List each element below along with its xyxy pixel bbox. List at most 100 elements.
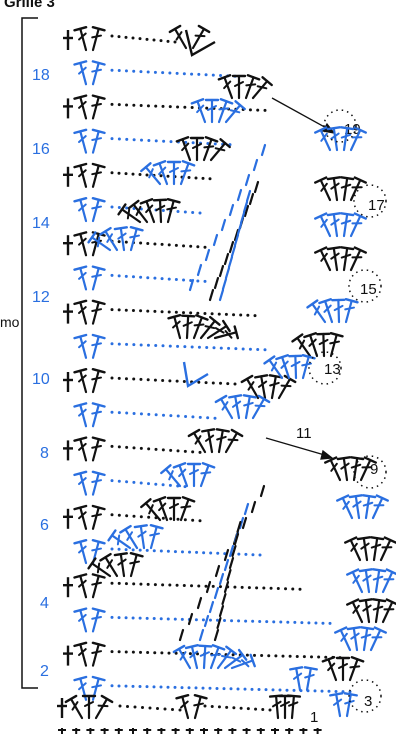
stitch-symbol xyxy=(340,176,355,202)
stitch-symbol xyxy=(91,402,106,428)
stitch-symbol xyxy=(73,333,88,359)
stitch-symbol xyxy=(316,332,331,358)
stitch-symbol xyxy=(343,692,358,718)
stitch-symbol xyxy=(64,694,84,720)
stitch-symbol xyxy=(224,100,246,124)
stitch-symbol xyxy=(336,494,354,520)
stitch-symbol xyxy=(91,128,106,154)
stitch-symbol xyxy=(73,60,88,86)
stitch-symbol xyxy=(326,212,341,238)
stitch-symbol xyxy=(268,374,283,400)
stitch-symbol xyxy=(91,162,106,188)
continuation-arrows xyxy=(265,97,336,460)
row-number-9: 9 xyxy=(370,461,378,478)
stitch-symbol xyxy=(314,126,332,152)
stitch-symbol xyxy=(242,394,257,420)
stitch-symbol xyxy=(180,314,196,340)
stitch-symbol xyxy=(91,573,106,599)
stitch-symbols xyxy=(57,24,396,734)
stitch-symbol xyxy=(179,160,196,186)
stitch-symbol xyxy=(91,94,106,120)
right-row-numbers: 19 17 15 13 11 9 3 1 xyxy=(296,121,385,726)
stitch-symbol xyxy=(199,315,221,340)
stitch-symbol xyxy=(149,523,164,550)
stitch-symbol xyxy=(91,25,106,52)
stitch-symbol xyxy=(73,25,88,52)
stitch-symbol xyxy=(73,196,88,223)
stitch-symbol xyxy=(167,313,182,340)
stitch-symbol xyxy=(81,694,97,720)
stitch-symbol xyxy=(91,265,106,291)
stitch-symbol xyxy=(268,694,284,720)
stitch-symbol xyxy=(336,456,351,482)
stitch-symbol xyxy=(314,212,332,238)
stitch-symbol xyxy=(198,644,213,670)
stitch-symbol xyxy=(370,536,385,562)
row-number-14: 14 xyxy=(32,215,50,232)
stitch-symbol xyxy=(166,197,181,224)
stitch-symbol xyxy=(187,428,207,454)
row-number-16: 16 xyxy=(32,141,50,158)
stitch-symbol xyxy=(73,607,88,633)
stitch-symbol xyxy=(301,353,316,380)
stitch-symbol xyxy=(191,24,211,50)
stitch-symbol xyxy=(166,496,182,522)
stitch-symbol xyxy=(349,246,367,272)
stitch-symbol xyxy=(223,648,248,670)
row-number-1: 1 xyxy=(310,709,318,726)
stitch-symbol xyxy=(91,538,106,565)
stitch-symbol xyxy=(303,332,319,358)
stitch-symbol xyxy=(172,644,192,670)
stitch-symbol xyxy=(193,693,208,720)
left-row-numbers: 18 16 14 12 10 8 6 4 2 xyxy=(32,67,50,680)
stitch-symbol xyxy=(206,319,231,340)
stitch-symbol xyxy=(73,436,88,462)
stitch-symbol xyxy=(372,598,387,624)
stitch-symbol xyxy=(340,246,355,272)
stitch-symbol xyxy=(324,456,342,482)
row-number-18: 18 xyxy=(32,67,50,84)
stitch-symbol xyxy=(275,354,291,380)
stitch-symbol xyxy=(91,436,106,462)
stitch-symbol xyxy=(217,98,234,124)
stitch-symbol xyxy=(318,298,334,324)
stitch-symbol xyxy=(277,694,293,720)
repeat-bracket xyxy=(21,17,38,689)
stitch-symbol xyxy=(184,644,199,670)
stitch-symbol xyxy=(113,552,128,578)
stitch-symbol xyxy=(117,203,142,224)
stitch-symbol xyxy=(91,333,106,359)
stitch-symbol xyxy=(217,74,234,100)
stitch-symbol xyxy=(349,212,367,238)
stitch-symbol xyxy=(277,374,297,400)
stitch-symbol xyxy=(326,246,341,272)
stitch-symbol xyxy=(326,126,341,152)
stitch-symbol xyxy=(340,126,355,152)
stitch-symbol xyxy=(129,225,144,252)
stitch-symbol xyxy=(306,299,327,324)
stitch-symbol xyxy=(348,494,363,520)
stitch-symbol xyxy=(214,394,234,420)
stitch-symbol xyxy=(346,598,364,624)
stitch-symbol xyxy=(152,496,169,522)
stitch-symbol xyxy=(228,394,243,420)
stitch-symbol xyxy=(91,504,106,530)
stitch-symbol xyxy=(199,462,216,488)
stitch-symbol xyxy=(160,464,182,488)
stitch-symbol xyxy=(152,198,168,224)
stitch-symbol xyxy=(371,494,389,520)
stitch-symbol xyxy=(340,212,355,238)
stitch-symbol xyxy=(289,666,304,692)
stitch-symbol xyxy=(209,138,231,162)
stitch-symbol xyxy=(107,529,132,550)
stitch-symbol xyxy=(314,176,332,202)
stitch-symbol xyxy=(129,551,144,578)
stitch-symbol xyxy=(362,494,377,520)
stitch-symbol xyxy=(254,374,269,400)
stitch-symbol xyxy=(73,162,88,188)
stitch-symbol xyxy=(186,462,202,488)
stitch-symbol xyxy=(192,314,209,340)
row-number-12: 12 xyxy=(32,289,50,306)
stitch-symbol xyxy=(179,496,196,522)
stitch-symbol xyxy=(133,524,148,550)
